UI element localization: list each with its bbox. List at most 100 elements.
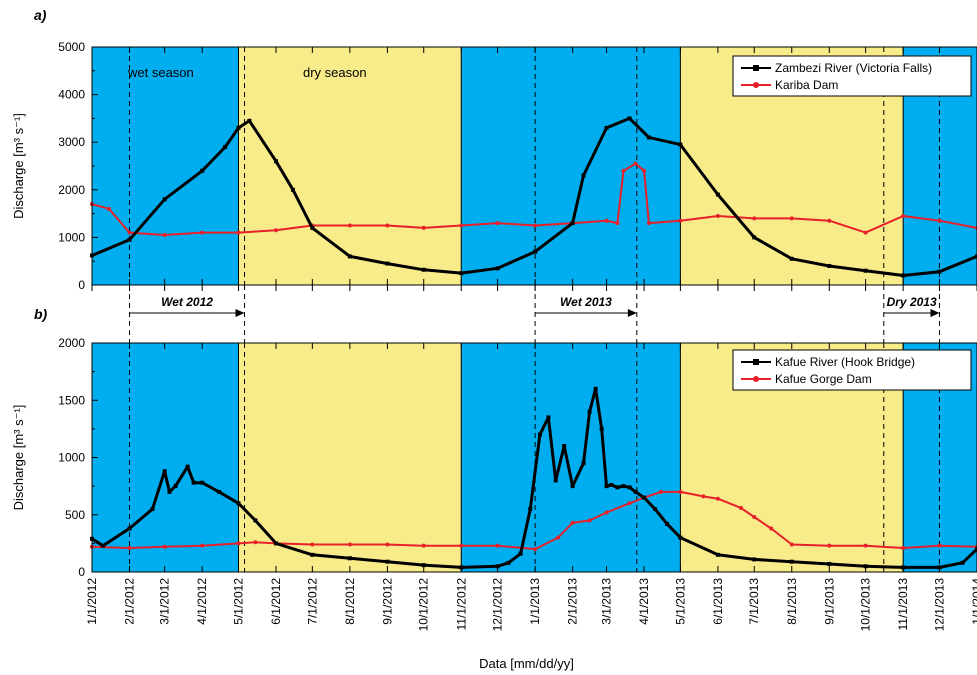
y-tick-label: 1000 [58,230,85,244]
period-label: Wet 2013 [560,295,612,309]
legend-marker [753,376,759,382]
season-band-wet [461,343,681,572]
data-point-dam [659,489,664,494]
period-arrows: Wet 2012 Wet 2013 Dry 2013 [91,285,977,343]
data-point-dam [604,510,609,515]
data-point-river [827,263,832,268]
data-point-river [609,482,614,487]
data-point-dam [642,168,647,173]
x-tick-label: 6/1/2012 [269,578,283,625]
x-tick-label: 4/1/2013 [637,578,651,625]
data-point-river [562,444,567,449]
data-point-river [975,254,977,259]
data-point-river [570,221,575,226]
legend-label-kafue-river: Kafue River (Hook Bridge) [775,355,915,369]
data-point-dam [385,542,390,547]
season-band-wet [92,343,239,572]
data-point-river [236,501,241,506]
data-point-river [236,125,241,130]
legend-marker [753,359,759,365]
data-point-river [546,415,551,420]
y-tick-label: 2000 [58,336,85,350]
y-tick-label: 500 [65,508,85,522]
data-point-dam [715,496,720,501]
x-tick-label: 6/1/2013 [711,578,725,625]
period-arrowhead [235,309,245,317]
legend-symbol-kafue-gorge [741,376,771,382]
data-point-river [185,464,190,469]
data-point-river [604,484,609,489]
data-point-river [715,552,720,557]
data-point-dam [310,542,315,547]
data-point-dam [863,230,868,235]
y-tick-label: 4000 [58,88,85,102]
data-point-river [162,469,167,474]
data-point-dam [937,543,942,548]
data-point-river [127,526,132,531]
data-point-river [863,268,868,273]
season-backgrounds-b [92,343,977,572]
data-point-river [223,144,228,149]
data-point-dam [495,221,500,226]
data-point-river [975,547,977,552]
y-tick-label: 1500 [58,393,85,407]
data-point-river [290,187,295,192]
data-point-river [604,125,609,130]
x-tick-label: 11/1/2013 [896,578,910,631]
x-tick-label: 8/1/2013 [785,578,799,625]
y-axis-title-b: Discharge [m³ s⁻¹] [11,405,26,511]
data-point-river [247,118,252,123]
data-point-river [581,173,586,178]
data-point-river [127,237,132,242]
legend-box-a [732,55,972,97]
data-point-dam [385,223,390,228]
data-point-dam [646,221,651,226]
x-tick-label: 5/1/2013 [673,578,687,625]
data-point-river [167,489,172,494]
data-point-dam [570,520,575,525]
x-tick-label: 9/1/2013 [822,578,836,625]
x-tick-label: 10/1/2012 [417,578,431,632]
x-tick-label: 1/1/2014 [970,578,977,625]
x-tick-label: 8/1/2012 [343,578,357,625]
series-line-dam [91,162,977,236]
y-axis-ticks-a: 0 1000 2000 3000 4000 5000 [58,40,98,292]
y-tick-label: 5000 [58,40,85,54]
period-label: Dry 2013 [887,295,937,309]
data-point-dam [752,216,757,221]
x-tick-label: 4/1/2012 [195,578,209,625]
data-point-river [533,249,538,254]
data-point-dam [752,515,757,520]
data-point-river [678,535,683,540]
legend-box-b [732,349,972,391]
data-point-river [789,256,794,261]
x-axis-ticks-b [91,343,977,572]
data-point-river [200,168,205,173]
legend-symbol-zambezi [741,65,771,71]
data-point-dam [200,230,205,235]
data-point-dam [127,545,132,550]
x-tick-label: 12/1/2012 [491,578,505,632]
data-point-river [627,116,632,121]
data-point-river [421,563,426,568]
season-band-wet [461,47,681,285]
data-point-river [506,560,511,565]
data-point-dam [789,216,794,221]
data-point-river [162,197,167,202]
data-point-dam [701,494,706,499]
legend-label-kafue-gorge: Kafue Gorge Dam [775,372,872,386]
x-tick-label: 11/1/2012 [454,578,468,631]
data-point-dam [604,218,609,223]
data-point-dam [533,223,538,228]
data-point-dam [827,543,832,548]
legend-symbol-kariba [741,82,771,88]
season-band-wet [92,47,239,285]
legend-marker [753,65,759,71]
data-point-dam [253,540,258,545]
data-point-dam [127,230,132,235]
period-label: Wet 2012 [161,295,213,309]
panel-a-chart: 0 1000 2000 3000 4000 5000 a) Discharge [m³ s… [11,7,977,292]
x-tick-label: 5/1/2012 [231,578,245,625]
data-point-dam [421,543,426,548]
legend-marker [753,82,759,88]
